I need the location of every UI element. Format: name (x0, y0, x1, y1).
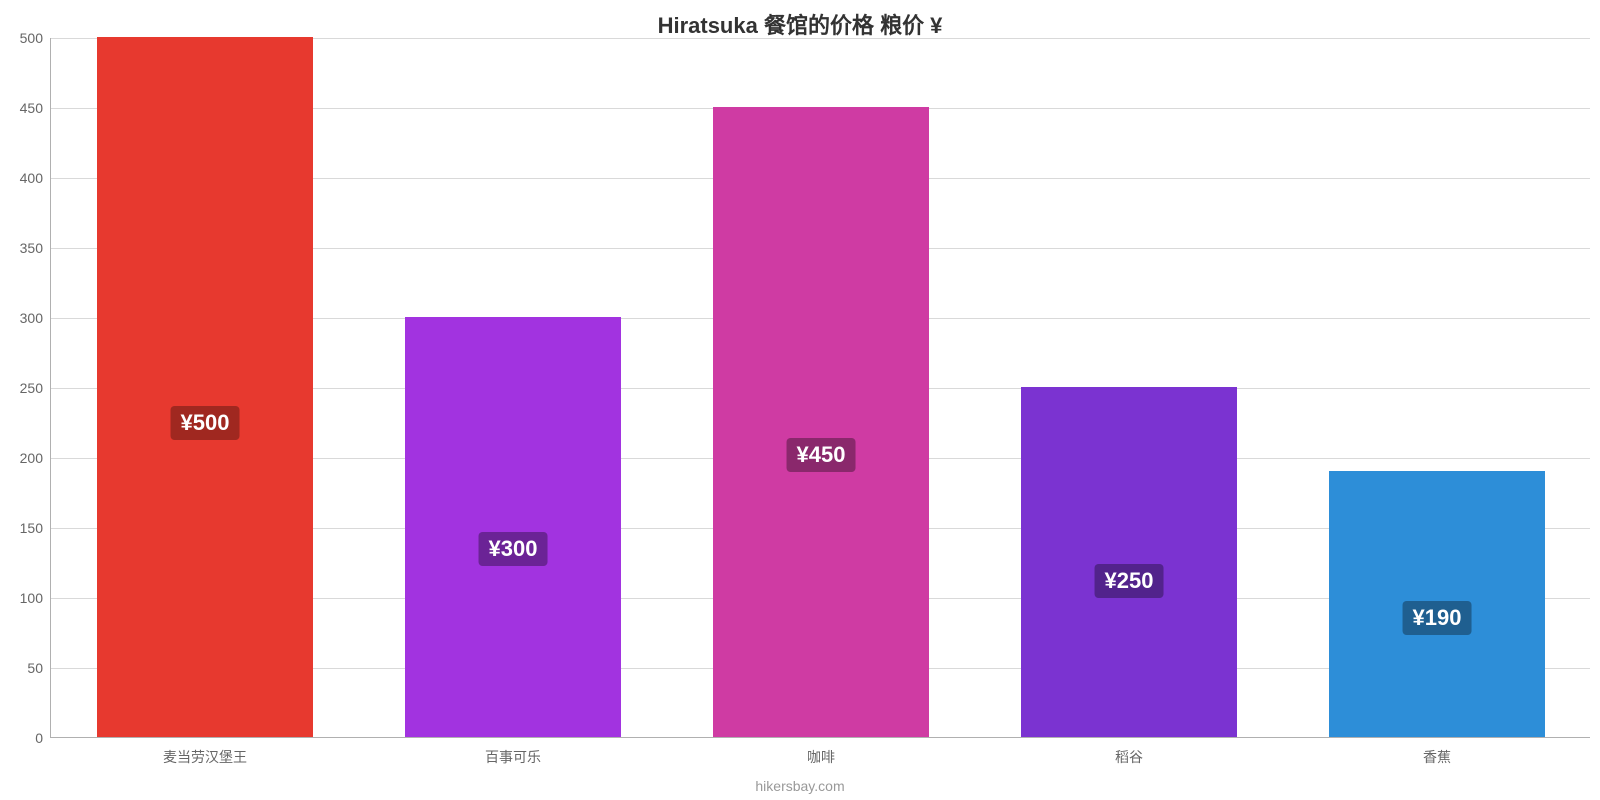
y-tick-label: 350 (20, 240, 51, 256)
y-tick-label: 500 (20, 30, 51, 46)
x-tick-label: 麦当劳汉堡王 (163, 737, 247, 767)
bar-value-label: ¥500 (171, 406, 240, 440)
chart-title: Hiratsuka 餐馆的价格 粮价 ¥ (0, 8, 1600, 40)
y-tick-label: 100 (20, 590, 51, 606)
bar-chart: Hiratsuka 餐馆的价格 粮价 ¥ 0501001502002503003… (0, 0, 1600, 800)
y-tick-label: 200 (20, 450, 51, 466)
x-tick-label: 百事可乐 (485, 737, 541, 767)
x-tick-label: 咖啡 (807, 737, 835, 767)
y-tick-label: 0 (35, 730, 51, 746)
bar (1021, 387, 1237, 737)
x-tick-label: 香蕉 (1423, 737, 1451, 767)
y-tick-label: 150 (20, 520, 51, 536)
y-tick-label: 450 (20, 100, 51, 116)
attribution-text: hikersbay.com (0, 778, 1600, 794)
y-tick-label: 300 (20, 310, 51, 326)
y-tick-label: 50 (27, 660, 51, 676)
bar-value-label: ¥450 (787, 438, 856, 472)
bar-value-label: ¥300 (479, 532, 548, 566)
y-tick-label: 400 (20, 170, 51, 186)
bar (713, 107, 929, 737)
bar-value-label: ¥190 (1403, 601, 1472, 635)
x-tick-label: 稻谷 (1115, 737, 1143, 767)
bar-value-label: ¥250 (1095, 564, 1164, 598)
bar (405, 317, 621, 737)
y-tick-label: 250 (20, 380, 51, 396)
plot-area: 050100150200250300350400450500¥500麦当劳汉堡王… (50, 38, 1590, 738)
bar (97, 37, 313, 737)
